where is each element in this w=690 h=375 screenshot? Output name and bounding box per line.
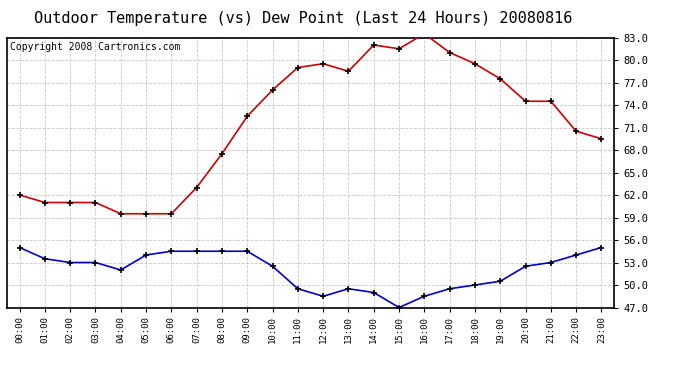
- Text: Copyright 2008 Cartronics.com: Copyright 2008 Cartronics.com: [10, 42, 180, 51]
- Text: Outdoor Temperature (vs) Dew Point (Last 24 Hours) 20080816: Outdoor Temperature (vs) Dew Point (Last…: [34, 11, 573, 26]
